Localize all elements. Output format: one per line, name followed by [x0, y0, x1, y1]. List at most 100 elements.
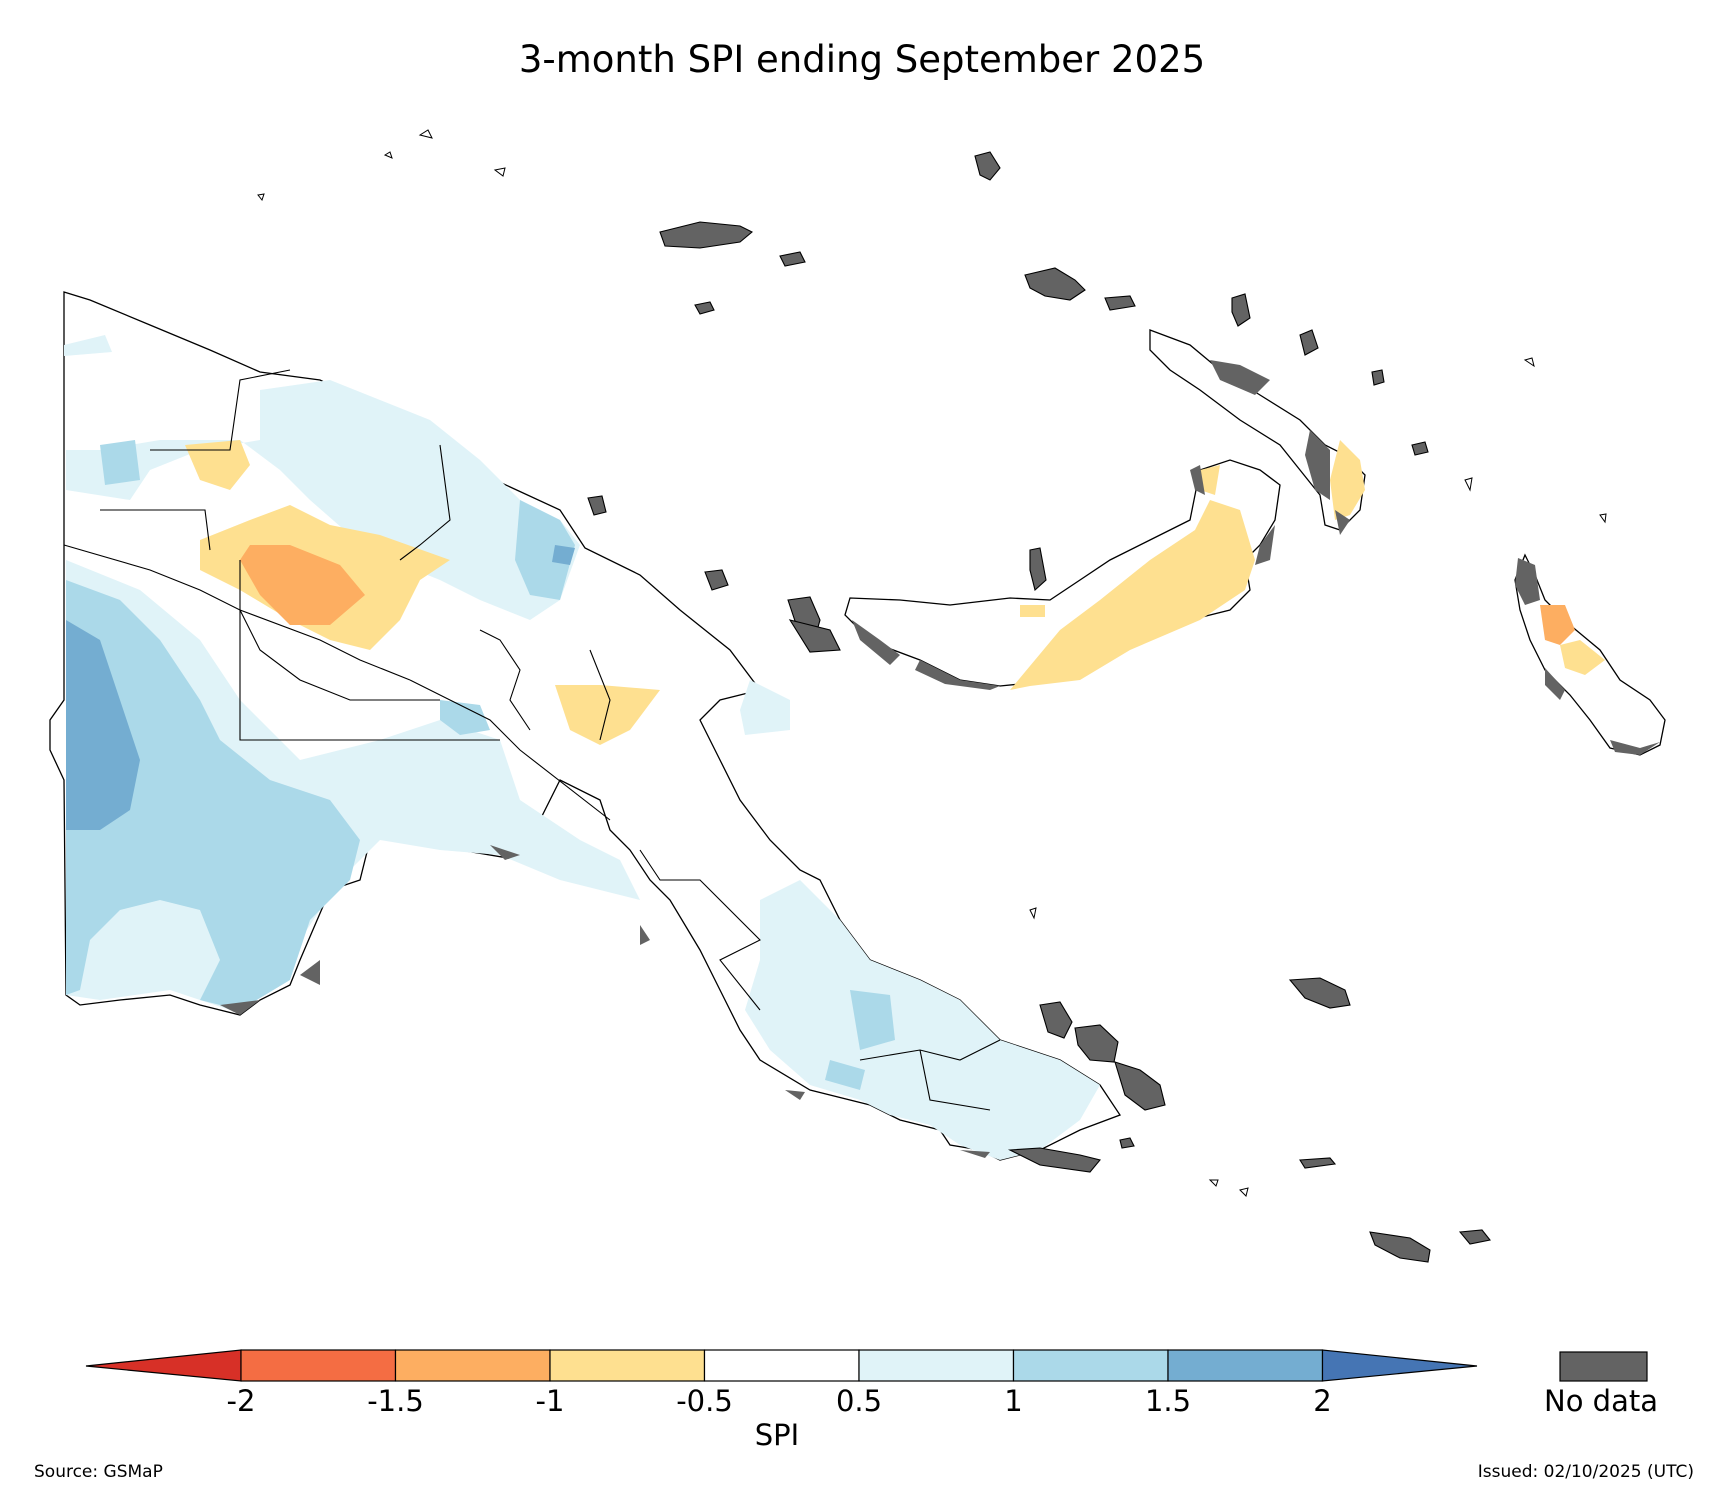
lihir-island — [1299, 329, 1319, 356]
bougainville — [1514, 553, 1666, 756]
nodata-islands — [587, 151, 1491, 1263]
nodata-east-cape — [960, 1150, 990, 1158]
small-islets — [257, 129, 1607, 1197]
manus-island — [659, 221, 753, 249]
spi-area-1-1.5-se — [825, 1060, 865, 1090]
colorbar-tick-label: -1 — [535, 1384, 565, 1418]
long-island — [704, 569, 729, 591]
misima-island — [1299, 1157, 1337, 1169]
spi-area-1.5-2-southwest — [66, 620, 140, 830]
colorbar-bin-2 — [394, 1349, 551, 1382]
nodata-bougainville-n — [1515, 558, 1540, 605]
witu-islet — [1029, 547, 1047, 592]
spi-area-1.5-2-north — [552, 545, 575, 565]
colorbar-tick-label: -0.5 — [676, 1384, 733, 1418]
goodenough-east — [1119, 1137, 1135, 1149]
nodata-fly-delta — [300, 960, 320, 985]
spi-area-neg0.5-neg1-newbritain-n — [1200, 465, 1220, 495]
trobriand-island — [1288, 977, 1351, 1009]
colorbar-bin-5 — [858, 1349, 1015, 1382]
islet-i — [1208, 1179, 1219, 1187]
islet-f — [1464, 477, 1473, 492]
islet-j — [1239, 1187, 1249, 1197]
bagabag-islet — [694, 301, 715, 315]
spi-area-0.5-1-north — [66, 380, 580, 620]
nodata-newireland-se — [1335, 510, 1350, 535]
issued-text: Issued: 02/10/2025 (UTC) — [1477, 1462, 1694, 1482]
colorbar-bin-4 — [703, 1349, 860, 1382]
feni-islet — [1411, 441, 1429, 456]
colorbar-tick-label: 1.5 — [1144, 1384, 1192, 1418]
spi-area-0.5-1-ne — [740, 680, 790, 735]
mainland-new-guinea — [49, 291, 1121, 1161]
islet-a — [418, 129, 433, 139]
nodata-south-coast-west — [220, 1000, 260, 1015]
rossel-island — [1458, 1229, 1491, 1245]
colorbar — [85, 1349, 1648, 1382]
colorbar-tick-label: 1 — [1004, 1384, 1023, 1418]
islet-g — [1599, 513, 1607, 524]
spi-area-neg0.5-neg1-north — [185, 440, 250, 490]
nodata-newbritain-e — [1255, 525, 1275, 565]
mainland-nodata-edges — [220, 845, 990, 1158]
tanga-islet — [1371, 369, 1385, 386]
colorbar-bin-7 — [1167, 1349, 1324, 1382]
map-title: 3-month SPI ending September 2025 — [518, 38, 1206, 81]
spi-area-1-1.5-west — [66, 580, 360, 1010]
colorbar-tick-label: 2 — [1313, 1384, 1332, 1418]
colorbar-extend-low — [85, 1349, 242, 1382]
nodata-newireland-mid — [1210, 360, 1270, 395]
spi-area-1-1.5-river — [440, 700, 490, 735]
nodata-swatch — [1559, 1351, 1648, 1382]
colorbar-bin-1 — [240, 1349, 397, 1382]
spi-area-neg0.5-neg1-newbritain-w — [1020, 605, 1045, 617]
tabar-island — [1231, 293, 1251, 327]
colorbar-tick-label: 0.5 — [835, 1384, 883, 1418]
nodata-papua-coast — [640, 925, 650, 945]
colorbar-extend-high — [1321, 1349, 1478, 1382]
nodata-newbritain-s — [915, 660, 1000, 690]
islet-b — [383, 151, 393, 159]
province-boundaries — [63, 369, 1001, 1111]
nodata-bougainville-mid — [1545, 668, 1565, 700]
colorbar-label: SPI — [754, 1418, 800, 1452]
djaul-island — [1104, 295, 1136, 311]
colorbar-bin-3 — [549, 1349, 706, 1382]
islet-d — [257, 193, 265, 202]
normanby-island — [1114, 1061, 1166, 1111]
new-hanover — [1024, 267, 1086, 301]
mussau-island — [974, 151, 1001, 181]
north-coast-nodata — [788, 619, 841, 653]
spi-area-neg0.5-neg1-east — [555, 685, 660, 745]
colorbar-tick-label: -1.5 — [367, 1384, 424, 1418]
manus-east-islet — [779, 251, 806, 267]
spi-area-1-1.5-nw — [100, 440, 140, 485]
woodlark-island — [1039, 1001, 1073, 1039]
karkar-island — [587, 495, 607, 516]
spi-area-1-1.5-north — [515, 500, 575, 600]
spi-area-0.5-1-east — [745, 880, 1100, 1160]
new-ireland — [1149, 329, 1366, 535]
new-britain — [844, 459, 1281, 690]
sudest-island — [1369, 1231, 1431, 1263]
nodata-newireland-tip — [1305, 430, 1330, 500]
nodata-west-newbritain-tip — [1190, 465, 1205, 495]
fergusson-island — [1074, 1024, 1119, 1063]
spi-area-neg1-neg1.5-bougainville — [1540, 605, 1575, 645]
spi-area-1-1.5-east — [850, 990, 895, 1050]
islet-c — [493, 167, 506, 177]
spi-area-neg0.5-neg1-bougainville — [1560, 640, 1605, 675]
colorbar-bin-6 — [1012, 1349, 1169, 1382]
spi-area-neg1-neg1.5 — [240, 545, 365, 625]
colorbar-tick-label: -2 — [226, 1384, 256, 1418]
spi-area-neg0.5-neg1-newireland — [1330, 440, 1365, 520]
islet-e — [1523, 357, 1535, 368]
nodata-bougainville-s — [1610, 740, 1660, 755]
no-data-label: No data — [1544, 1384, 1658, 1418]
papuan-tip-nodata — [1007, 1147, 1101, 1173]
nodata-newbritain-sw — [852, 620, 900, 665]
nodata-gulf-coast — [490, 845, 520, 860]
spi-area-0.5-1-nw — [64, 335, 112, 356]
nodata-milne-coast — [785, 1090, 805, 1100]
